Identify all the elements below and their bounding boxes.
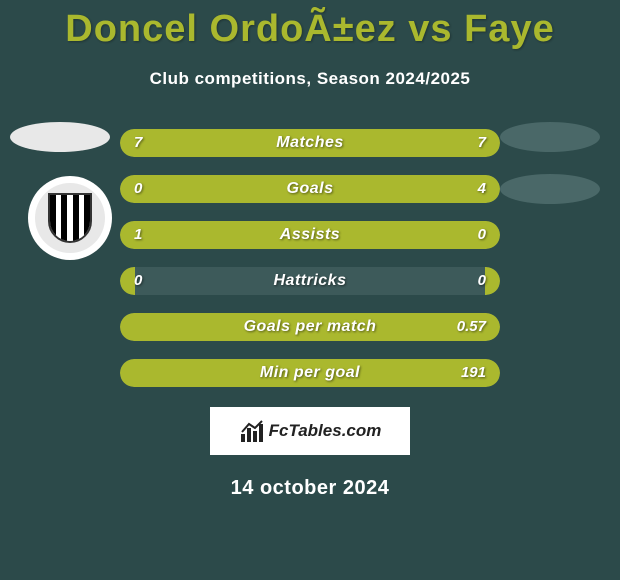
stat-label: Hattricks [120, 267, 500, 295]
brand-chart-icon [239, 418, 265, 444]
brand-text: FcTables.com [269, 421, 382, 441]
stat-row: 0Hattricks0 [120, 267, 500, 295]
stat-row: Goals per match0.57 [120, 313, 500, 341]
stat-row: 7Matches7 [120, 129, 500, 157]
stat-value-right: 0.57 [457, 313, 486, 341]
stat-row: Min per goal191 [120, 359, 500, 387]
stat-row: 1Assists0 [120, 221, 500, 249]
page-title: Doncel OrdoÃ±ez vs Faye [0, 0, 620, 51]
comparison-card: Doncel OrdoÃ±ez vs Faye Club competition… [0, 0, 620, 580]
stat-label: Goals per match [120, 313, 500, 341]
stat-row: 0Goals4 [120, 175, 500, 203]
left-player-placeholder [10, 122, 110, 152]
date-label: 14 october 2024 [0, 477, 620, 500]
club-crest-icon [35, 183, 105, 253]
stat-value-right: 7 [478, 129, 486, 157]
right-player-placeholder-2 [500, 174, 600, 204]
stat-label: Goals [120, 175, 500, 203]
club-logo [28, 176, 112, 260]
stat-label: Min per goal [120, 359, 500, 387]
stat-value-right: 191 [461, 359, 486, 387]
stat-label: Assists [120, 221, 500, 249]
stat-label: Matches [120, 129, 500, 157]
stats-list: 7Matches70Goals41Assists00Hattricks0Goal… [0, 129, 620, 387]
stat-value-right: 0 [478, 221, 486, 249]
subtitle: Club competitions, Season 2024/2025 [0, 69, 620, 89]
stat-value-right: 4 [478, 175, 486, 203]
right-player-placeholder-1 [500, 122, 600, 152]
stat-value-right: 0 [478, 267, 486, 295]
brand-box: FcTables.com [210, 407, 410, 455]
